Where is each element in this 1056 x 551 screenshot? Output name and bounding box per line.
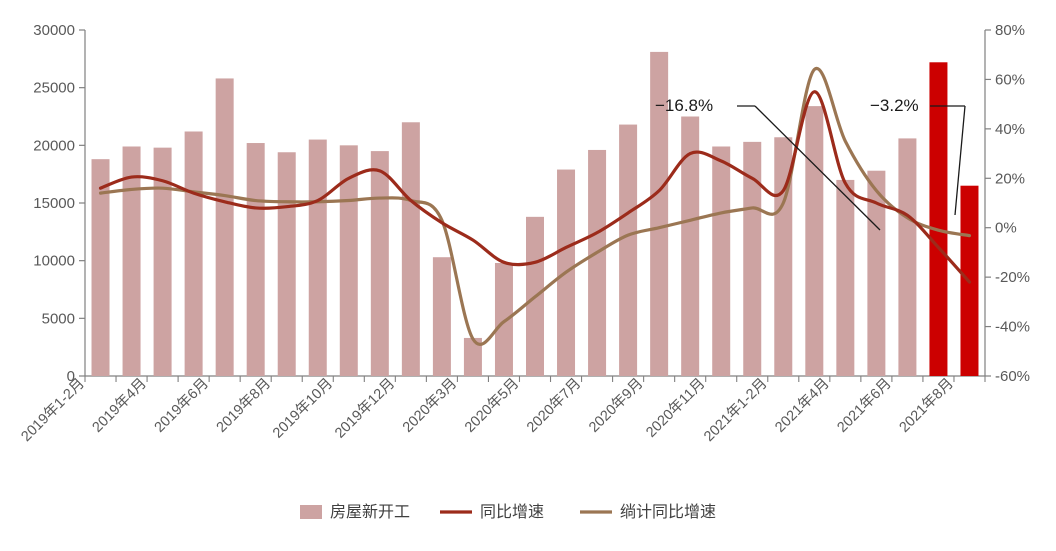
svg-text:60%: 60% bbox=[995, 71, 1025, 88]
svg-text:2019年6月: 2019年6月 bbox=[151, 375, 212, 436]
svg-text:-60%: -60% bbox=[995, 368, 1030, 385]
svg-text:2019年4月: 2019年4月 bbox=[89, 375, 150, 436]
svg-text:2021年6月: 2021年6月 bbox=[834, 375, 895, 436]
svg-text:2021年1-2月: 2021年1-2月 bbox=[700, 375, 770, 445]
svg-text:-40%: -40% bbox=[995, 319, 1030, 336]
svg-text:房屋新开工: 房屋新开工 bbox=[330, 503, 410, 521]
svg-text:2021年8月: 2021年8月 bbox=[896, 375, 957, 436]
svg-text:2020年9月: 2020年9月 bbox=[585, 375, 646, 436]
svg-text:30000: 30000 bbox=[33, 22, 75, 39]
svg-text:40%: 40% bbox=[995, 121, 1025, 138]
svg-text:20%: 20% bbox=[995, 170, 1025, 187]
svg-text:2020年11月: 2020年11月 bbox=[643, 375, 709, 441]
svg-text:2019年10月: 2019年10月 bbox=[269, 375, 336, 442]
svg-text:80%: 80% bbox=[995, 22, 1025, 39]
svg-text:2021年4月: 2021年4月 bbox=[772, 375, 833, 436]
svg-text:25000: 25000 bbox=[33, 80, 75, 97]
svg-text:−16.8%: −16.8% bbox=[655, 96, 713, 115]
svg-text:−3.2%: −3.2% bbox=[870, 96, 919, 115]
svg-text:2019年12月: 2019年12月 bbox=[331, 375, 398, 442]
svg-text:10000: 10000 bbox=[33, 253, 75, 270]
svg-text:2019年1-2月: 2019年1-2月 bbox=[18, 375, 88, 445]
svg-text:15000: 15000 bbox=[33, 195, 75, 212]
svg-text:2020年3月: 2020年3月 bbox=[399, 375, 460, 436]
svg-text:绱计同比增速: 绱计同比增速 bbox=[620, 503, 716, 521]
svg-text:5000: 5000 bbox=[42, 310, 75, 327]
svg-text:20000: 20000 bbox=[33, 137, 75, 154]
svg-text:0%: 0% bbox=[995, 220, 1017, 237]
svg-text:同比增速: 同比增速 bbox=[480, 503, 544, 521]
svg-text:2020年7月: 2020年7月 bbox=[523, 375, 584, 436]
svg-text:2020年5月: 2020年5月 bbox=[461, 375, 522, 436]
svg-text:-20%: -20% bbox=[995, 269, 1030, 286]
svg-text:2019年8月: 2019年8月 bbox=[213, 375, 274, 436]
